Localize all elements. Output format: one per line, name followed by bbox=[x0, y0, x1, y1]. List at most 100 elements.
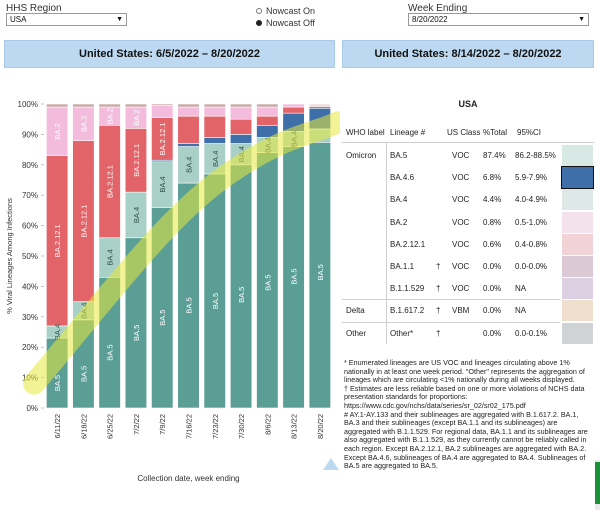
lineage-name: BA.4.6 bbox=[390, 173, 415, 183]
footnote-dagger: † Estimates are less reliable based on o… bbox=[344, 383, 585, 410]
bar-segment-ba-2 bbox=[177, 106, 200, 117]
bar-segment-ba-5 bbox=[229, 164, 253, 409]
bar-label: BA.4 bbox=[185, 157, 194, 173]
lineage-name: Other* bbox=[390, 328, 414, 338]
left-banner-title: United States: 6/5/2022 – 8/20/2022 bbox=[79, 48, 260, 60]
radio-on-icon bbox=[256, 19, 262, 26]
lineage-color-swatch[interactable] bbox=[562, 300, 593, 322]
reliability-mark: † bbox=[436, 262, 441, 271]
bar-label: BA.4 bbox=[53, 324, 62, 340]
lineage-color-swatch[interactable] bbox=[561, 166, 594, 190]
week-select[interactable]: 8/20/2022 ▼ bbox=[408, 13, 589, 26]
bar-segment-other bbox=[46, 103, 69, 108]
bar-segment-ba-5 bbox=[203, 173, 226, 409]
bar-segment-ba-4-6 bbox=[229, 134, 253, 144]
bar-segment-other bbox=[98, 103, 121, 108]
bar-label: BA.4 bbox=[132, 207, 141, 223]
y-tick-label: 20% bbox=[22, 343, 38, 352]
us-class: VOC bbox=[452, 239, 470, 249]
x-tick-label: 6/18/22 bbox=[79, 414, 88, 439]
lineage-name: B.1.617.2 bbox=[390, 306, 425, 316]
lineage-color-swatch[interactable] bbox=[562, 322, 593, 344]
region-select[interactable]: USA ▼ bbox=[6, 13, 127, 26]
footnotes: * Enumerated lineages are US VOC and lin… bbox=[344, 358, 592, 471]
page-scrollbar[interactable] bbox=[595, 460, 600, 510]
us-class: VOC bbox=[452, 195, 470, 205]
scrollbar-thumb[interactable] bbox=[595, 462, 600, 504]
region-label: HHS Region bbox=[6, 3, 62, 14]
bar-label: BA.5 bbox=[106, 345, 115, 361]
lineage-name: BA.5 bbox=[390, 151, 408, 160]
percent-total: 0.6% bbox=[483, 239, 502, 249]
y-tick-label: 70% bbox=[22, 191, 38, 200]
bar-segment-ba-2 bbox=[256, 106, 279, 117]
bar-label: BA.5 bbox=[290, 268, 299, 284]
confidence-interval: 4.0-4.9% bbox=[515, 195, 548, 205]
lineage-name: BA.2.12.1 bbox=[390, 239, 426, 249]
bar-label: BA.2.12.1 bbox=[79, 205, 88, 238]
lineage-color-swatch[interactable] bbox=[562, 145, 593, 166]
y-tick-label: 50% bbox=[22, 252, 38, 261]
lineage-color-swatch[interactable] bbox=[562, 211, 593, 233]
bar-segment-other bbox=[229, 103, 253, 108]
x-tick-label: 7/16/22 bbox=[185, 414, 194, 439]
bar-segment-other bbox=[308, 103, 331, 106]
reliability-mark: † bbox=[436, 306, 441, 316]
week-select-value: 8/20/2022 bbox=[412, 15, 448, 24]
bar-segment-ba-2-12-1 bbox=[282, 106, 305, 114]
y-axis-label: % Viral Lineages Among Infections bbox=[5, 198, 14, 314]
x-tick-label: 7/23/22 bbox=[211, 414, 220, 439]
confidence-interval: NA bbox=[515, 284, 527, 294]
y-tick-label: 40% bbox=[22, 282, 38, 291]
radio-off-icon bbox=[256, 7, 262, 14]
who-label: Other bbox=[346, 328, 367, 338]
bar-label: BA.5 bbox=[211, 293, 220, 309]
who-label: Delta bbox=[346, 306, 365, 316]
x-tick-label: 8/13/22 bbox=[290, 414, 299, 439]
confidence-interval: NA bbox=[515, 306, 527, 316]
bar-segment-other bbox=[151, 103, 174, 106]
y-tick-label: 30% bbox=[22, 313, 38, 322]
chevron-down-icon: ▼ bbox=[578, 16, 585, 23]
x-tick-label: 7/9/22 bbox=[158, 414, 167, 435]
table-header-4: 95%CI bbox=[517, 128, 542, 137]
bar-label: BA.4 bbox=[106, 249, 115, 265]
lineage-name: BA.4 bbox=[390, 195, 408, 205]
percent-total: 0.0% bbox=[483, 306, 502, 316]
percent-total: 0.0% bbox=[483, 328, 502, 338]
table-header-3: %Total bbox=[483, 128, 508, 137]
bar-segment-other bbox=[72, 103, 95, 108]
bar-label: BA.5 bbox=[237, 287, 246, 303]
us-class: VBM bbox=[452, 306, 470, 316]
percent-total: 0.0% bbox=[483, 284, 502, 294]
y-tick-label: 0% bbox=[26, 404, 38, 413]
who-label: Omicron bbox=[346, 151, 377, 160]
bar-label: BA.2.12.1 bbox=[53, 224, 62, 257]
bar-label: BA.5 bbox=[263, 275, 272, 291]
scroll-up-icon bbox=[323, 458, 339, 470]
bar-label: BA.5 bbox=[132, 325, 141, 341]
lineage-color-swatch[interactable] bbox=[562, 278, 593, 300]
x-tick-label: 6/25/22 bbox=[106, 414, 115, 439]
bar-label: BA.5 bbox=[79, 366, 88, 382]
right-banner-title: United States: 8/14/2022 – 8/20/2022 bbox=[374, 48, 562, 60]
nowcast-off-radio[interactable]: Nowcast Off bbox=[256, 17, 315, 28]
lineage-table: WHO label Lineage # US Class %Total 95%CI Omi… bbox=[342, 124, 594, 346]
lineage-color-swatch[interactable] bbox=[562, 189, 593, 211]
confidence-interval: 5.9-7.9% bbox=[515, 173, 548, 183]
week-label: Week Ending bbox=[408, 3, 468, 14]
chevron-down-icon: ▼ bbox=[116, 16, 123, 23]
x-tick-label: 8/6/22 bbox=[263, 414, 272, 435]
x-tick-label: 8/20/22 bbox=[316, 414, 325, 439]
bar-segment-ba-4-6 bbox=[177, 143, 200, 147]
nowcast-on-radio[interactable]: Nowcast On bbox=[256, 5, 315, 16]
x-tick-label: 7/2/22 bbox=[132, 414, 141, 435]
table-header-0: WHO label bbox=[346, 128, 385, 137]
lineage-color-swatch[interactable] bbox=[562, 256, 593, 277]
y-tick-label: 80% bbox=[22, 161, 38, 170]
lineage-color-swatch[interactable] bbox=[562, 233, 593, 255]
bar-label: BA.2 bbox=[79, 116, 88, 132]
bar-label: BA.2 bbox=[106, 108, 115, 124]
group-divider bbox=[342, 299, 560, 301]
bar-segment-ba-2 bbox=[282, 103, 305, 108]
